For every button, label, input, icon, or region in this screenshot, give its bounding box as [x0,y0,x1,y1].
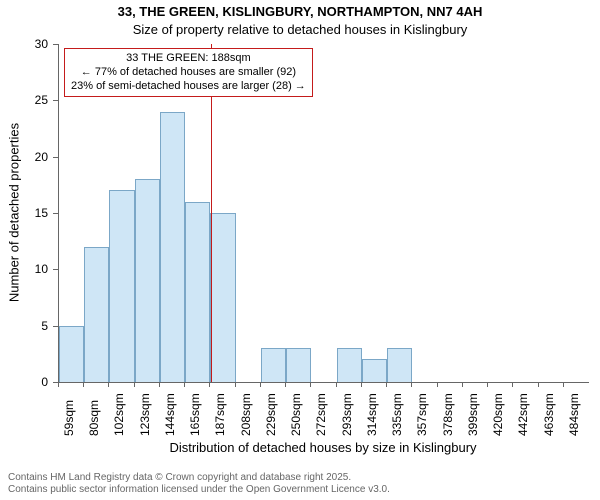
y-tick [53,157,58,158]
histogram-bar [362,359,387,382]
x-tick [386,382,387,387]
y-tick-label: 25 [0,93,48,107]
y-tick [53,213,58,214]
x-tick-label: 123sqm [138,393,152,436]
histogram-bar [210,213,235,382]
annotation-line: 33 THE GREEN: 188sqm [71,52,306,66]
x-tick-label: 165sqm [188,393,202,436]
x-tick-label: 144sqm [163,393,177,436]
y-tick-label: 0 [0,375,48,389]
y-tick [53,100,58,101]
x-tick-label: 399sqm [466,393,480,436]
footer-attribution: Contains HM Land Registry data © Crown c… [8,472,390,496]
x-tick [184,382,185,387]
x-tick [159,382,160,387]
y-tick-label: 30 [0,37,48,51]
footer-line-1: Contains HM Land Registry data © Crown c… [8,472,390,484]
x-tick [512,382,513,387]
x-tick [336,382,337,387]
x-tick-label: 59sqm [62,400,76,436]
histogram-bar [387,348,412,382]
x-tick [209,382,210,387]
x-tick-label: 272sqm [314,393,328,436]
y-tick [53,326,58,327]
x-tick-label: 229sqm [264,393,278,436]
histogram-bar [185,202,210,382]
x-tick-label: 250sqm [289,393,303,436]
x-tick-label: 80sqm [87,400,101,436]
histogram-bar [261,348,286,382]
annotation-line: 23% of semi-detached houses are larger (… [71,80,306,94]
x-tick-label: 187sqm [213,393,227,436]
x-tick [437,382,438,387]
y-tick [53,44,58,45]
x-tick [260,382,261,387]
x-tick-label: 102sqm [112,393,126,436]
x-tick-label: 463sqm [542,393,556,436]
x-tick [310,382,311,387]
chart-subtitle: Size of property relative to detached ho… [0,22,600,37]
x-tick [487,382,488,387]
x-tick-label: 484sqm [567,393,581,436]
x-tick [58,382,59,387]
x-tick [235,382,236,387]
histogram-bar [160,112,185,382]
x-tick-label: 378sqm [441,393,455,436]
x-tick [134,382,135,387]
y-tick-label: 15 [0,206,48,220]
footer-line-2: Contains public sector information licen… [8,484,390,496]
x-tick [538,382,539,387]
x-tick [462,382,463,387]
chart-container: 33, THE GREEN, KISLINGBURY, NORTHAMPTON,… [0,0,600,500]
x-tick-label: 335sqm [390,393,404,436]
x-tick-label: 357sqm [415,393,429,436]
histogram-bar [59,326,84,382]
x-tick-label: 314sqm [365,393,379,436]
histogram-bar [337,348,362,382]
x-tick [361,382,362,387]
x-tick [285,382,286,387]
annotation-line: ← 77% of detached houses are smaller (92… [71,66,306,80]
y-tick-label: 5 [0,319,48,333]
x-tick-label: 420sqm [491,393,505,436]
x-axis-label: Distribution of detached houses by size … [58,440,588,455]
y-tick-label: 20 [0,150,48,164]
x-tick [411,382,412,387]
x-tick [83,382,84,387]
histogram-bar [135,179,160,382]
x-tick-label: 442sqm [516,393,530,436]
y-tick [53,269,58,270]
x-tick [563,382,564,387]
x-tick [108,382,109,387]
y-tick-label: 10 [0,262,48,276]
histogram-bar [109,190,134,382]
x-tick-label: 293sqm [340,393,354,436]
chart-title: 33, THE GREEN, KISLINGBURY, NORTHAMPTON,… [0,4,600,19]
x-tick-label: 208sqm [239,393,253,436]
annotation-box: 33 THE GREEN: 188sqm← 77% of detached ho… [64,48,313,97]
histogram-bar [286,348,311,382]
histogram-bar [84,247,109,382]
